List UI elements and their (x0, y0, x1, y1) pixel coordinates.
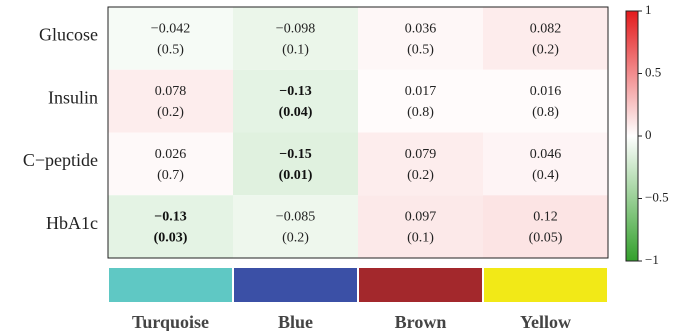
colorbar-tick-label: 1 (645, 2, 652, 17)
heatmap-cell (358, 7, 483, 70)
cell-p-value: (0.1) (282, 42, 309, 57)
cell-correlation-value: −0.085 (276, 210, 315, 225)
cell-correlation-value: 0.079 (405, 147, 437, 162)
heatmap-cell (483, 195, 608, 258)
heatmap-cells: −0.042 (0.5) −0.098 (0.1) 0.036 (0.5) 0.082 (0.… (108, 7, 608, 258)
colorbar-tick-label: 0.5 (645, 64, 661, 79)
module-color-bar-brown (359, 268, 482, 302)
heatmap-cell (358, 195, 483, 258)
heatmap-cell (358, 132, 483, 196)
row-label: C−peptide (23, 150, 98, 170)
cell-p-value: (0.8) (407, 105, 434, 120)
heatmap-cell (233, 132, 358, 196)
cell-correlation-value: −0.13 (279, 84, 311, 99)
cell-correlation-value: 0.016 (530, 84, 562, 99)
heatmap-frame (107, 6, 609, 259)
column-label: Blue (278, 312, 313, 331)
cell-correlation-value: 0.036 (405, 21, 437, 36)
cell-p-value: (0.03) (154, 231, 188, 246)
colorbar-gradient (625, 10, 639, 262)
module-color-bar-blue (234, 268, 357, 302)
module-color-bar-turquoise (109, 268, 232, 302)
colorbar-tick-label: 0 (645, 127, 652, 142)
heatmap-cell (233, 7, 358, 70)
heatmap-cell (108, 69, 233, 133)
cell-p-value: (0.8) (532, 105, 559, 120)
colorbar-tick-label: −0.5 (645, 189, 669, 204)
cell-correlation-value: −0.13 (154, 210, 186, 225)
cell-correlation-value: −0.15 (279, 147, 311, 162)
module-color-bar-yellow (484, 268, 607, 302)
row-label: Glucose (39, 25, 98, 45)
cell-p-value: (0.01) (279, 168, 313, 183)
row-label: Insulin (48, 87, 98, 107)
cell-p-value: (0.2) (532, 42, 559, 57)
cell-p-value: (0.5) (407, 42, 434, 57)
colorbar-tick-label: −1 (645, 252, 659, 267)
heatmap-cell (233, 69, 358, 133)
cell-p-value: (0.04) (279, 105, 313, 120)
cell-p-value: (0.05) (529, 231, 563, 246)
cell-correlation-value: −0.098 (276, 21, 315, 36)
cell-correlation-value: 0.097 (405, 210, 437, 225)
cell-correlation-value: 0.12 (533, 210, 558, 225)
module-color-bars (109, 268, 607, 302)
cell-p-value: (0.1) (407, 231, 434, 246)
cell-correlation-value: 0.078 (155, 84, 187, 99)
cell-p-value: (0.2) (157, 105, 184, 120)
cell-correlation-value: 0.046 (530, 147, 562, 162)
cell-p-value: (0.5) (157, 42, 184, 57)
column-label: Brown (395, 312, 447, 331)
heatmap-cell (483, 69, 608, 133)
column-labels: Turquoise Blue Brown Yellow (132, 312, 571, 331)
heatmap-cell (483, 7, 608, 70)
row-labels: Glucose Insulin C−peptide HbA1c (23, 25, 98, 233)
column-label: Yellow (520, 312, 571, 331)
cell-p-value: (0.4) (532, 168, 559, 183)
row-label: HbA1c (46, 213, 98, 233)
cell-p-value: (0.2) (407, 168, 434, 183)
color-scale-legend: 1 0.5 0 −0.5 −1 (625, 2, 669, 267)
heatmap-cell (108, 132, 233, 196)
cell-p-value: (0.2) (282, 231, 309, 246)
cell-correlation-value: 0.017 (405, 84, 437, 99)
heatmap-cell (108, 195, 233, 258)
heatmap-cell (233, 195, 358, 258)
heatmap-cell (358, 69, 483, 133)
column-label: Turquoise (132, 312, 209, 331)
cell-p-value: (0.7) (157, 168, 184, 183)
heatmap-cell (108, 7, 233, 70)
cell-correlation-value: −0.042 (151, 21, 190, 36)
cell-correlation-value: 0.026 (155, 147, 187, 162)
heatmap-cell (483, 132, 608, 196)
cell-correlation-value: 0.082 (530, 21, 562, 36)
